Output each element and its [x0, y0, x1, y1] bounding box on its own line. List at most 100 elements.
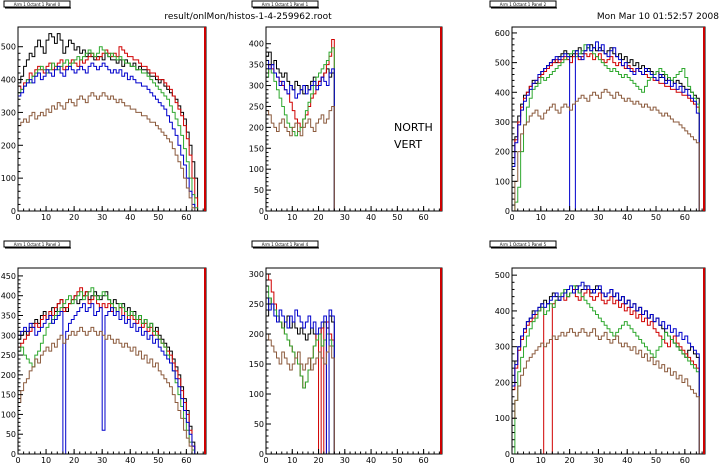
panel-title-box [489, 240, 557, 248]
y-tick-label: 100 [1, 410, 16, 419]
y-tick-label: 0 [505, 207, 510, 216]
y-tick-label: 500 [495, 59, 510, 68]
histogram-group [266, 273, 442, 454]
panel-title-text: Arm 1 Octant 1 Panel 4 [262, 242, 309, 247]
panel-title-text: Arm 1 Octant 1 Panel 3 [14, 242, 61, 247]
histogram-group [18, 287, 206, 454]
x-tick-label: 50 [153, 213, 163, 222]
histogram-series-blue [512, 281, 705, 454]
x-tick-label: 50 [392, 213, 402, 222]
y-tick-label: 0 [11, 207, 16, 216]
x-tick-label: 20 [313, 213, 323, 222]
y-tick-label: 50 [254, 186, 264, 195]
x-tick-label: 10 [41, 213, 51, 222]
y-tick-label: 300 [495, 118, 510, 127]
x-tick-label: 30 [593, 456, 603, 464]
histogram-group [512, 41, 705, 211]
y-tick-label: 150 [1, 391, 16, 400]
y-tick-label: 150 [249, 144, 264, 153]
x-tick-label: 20 [69, 456, 79, 464]
y-tick-label: 200 [495, 378, 510, 387]
x-tick-label: 50 [153, 456, 163, 464]
y-tick-label: 350 [1, 311, 16, 320]
x-tick-label: 40 [622, 456, 632, 464]
y-tick-label: 400 [495, 88, 510, 97]
y-tick-label: 200 [1, 371, 16, 380]
histogram-series-blue [266, 59, 442, 211]
x-tick-label: 50 [392, 456, 402, 464]
histogram-group [512, 281, 705, 454]
x-tick-label: 20 [565, 213, 575, 222]
panel-title-box [251, 0, 319, 8]
y-tick-label: 0 [259, 450, 264, 459]
panel-2: Arm 1 Octant 1 Panel 2010020030040050060… [489, 0, 706, 222]
y-tick-label: 250 [249, 102, 264, 111]
y-tick-label: 200 [1, 141, 16, 150]
y-tick-label: 400 [249, 40, 264, 49]
x-tick-label: 10 [536, 213, 546, 222]
x-tick-label: 40 [622, 213, 632, 222]
panel-title-box [3, 0, 71, 8]
x-tick-label: 60 [181, 213, 191, 222]
x-tick-label: 40 [125, 456, 135, 464]
y-tick-label: 0 [505, 450, 510, 459]
y-tick-label: 250 [1, 351, 16, 360]
y-tick-label: 400 [1, 76, 16, 85]
histogram-series-black [266, 297, 442, 454]
panel-4: Arm 1 Octant 1 Panel 4050100150200250300… [249, 240, 443, 464]
x-tick-label: 0 [263, 456, 268, 464]
x-tick-label: 20 [565, 456, 575, 464]
panel-3: Arm 1 Octant 1 Panel 3050100150200250300… [1, 240, 207, 464]
panel-title-box [3, 240, 71, 248]
y-tick-label: 600 [495, 29, 510, 38]
x-tick-label: 40 [125, 213, 135, 222]
x-tick-label: 0 [509, 456, 514, 464]
y-tick-label: 350 [249, 61, 264, 70]
timestamp-label: Mon Mar 10 01:52:57 2008 [597, 12, 719, 22]
y-tick-label: 0 [11, 450, 16, 459]
x-tick-label: 60 [419, 213, 429, 222]
y-tick-label: 300 [495, 343, 510, 352]
histogram-series-brown [18, 92, 206, 211]
panel-title-text: Arm 1 Octant 1 Panel 0 [14, 2, 61, 7]
panel-1: Arm 1 Octant 1 Panel 1050100150200250300… [249, 0, 443, 222]
y-tick-label: 200 [249, 123, 264, 132]
file-label: result/onlMon/histos-1-4-259962.root [164, 12, 332, 22]
histogram-series-brown [266, 105, 442, 211]
y-tick-label: 50 [6, 430, 16, 439]
panel-5: Arm 1 Octant 1 Panel 5 0 100 200 300 400 500 0 1… [489, 240, 706, 464]
x-tick-label: 20 [313, 456, 323, 464]
y-tick-label: 100 [495, 177, 510, 186]
histogram-group [18, 33, 206, 211]
x-tick-label: 30 [97, 456, 107, 464]
x-tick-label: 40 [366, 213, 376, 222]
histogram-series-brown [512, 328, 705, 454]
y-tick-label: 500 [495, 271, 510, 280]
panel-title-text: Arm 1 Octant 1 Panel 2 [500, 2, 547, 7]
x-tick-label: 60 [181, 456, 191, 464]
y-tick-label: 300 [249, 270, 264, 279]
x-tick-label: 0 [15, 213, 20, 222]
annotation-line-2: VERT [394, 138, 422, 151]
histogram-series-black [266, 51, 442, 211]
panel-title-box [251, 240, 319, 248]
panel-title-text: Arm 1 Octant 1 Panel 5 [500, 242, 547, 247]
y-tick-label: 100 [249, 390, 264, 399]
panel-title-box [489, 0, 557, 8]
x-tick-label: 10 [287, 456, 297, 464]
x-tick-label: 10 [536, 456, 546, 464]
x-tick-label: 10 [287, 213, 297, 222]
y-tick-label: 300 [1, 108, 16, 117]
y-tick-label: 100 [249, 165, 264, 174]
histogram-series-brown [512, 88, 705, 211]
x-tick-label: 10 [41, 456, 51, 464]
x-tick-label: 60 [680, 213, 690, 222]
x-tick-label: 30 [593, 213, 603, 222]
histogram-series-blue [512, 41, 705, 211]
x-tick-label: 0 [15, 456, 20, 464]
y-tick-label: 500 [1, 43, 16, 52]
x-tick-label: 30 [340, 456, 350, 464]
y-tick-label: 300 [249, 82, 264, 91]
